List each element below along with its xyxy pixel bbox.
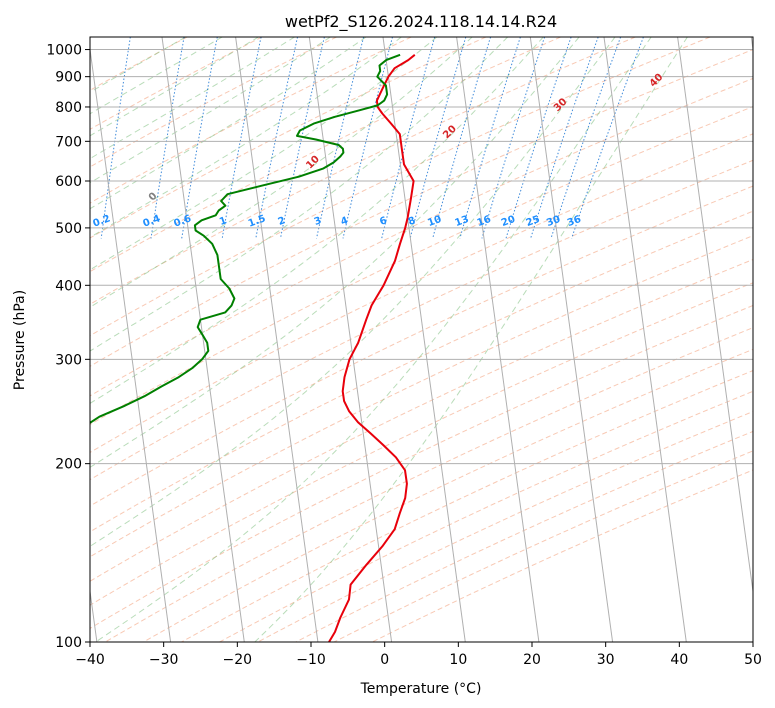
x-tick-label: 30 <box>597 652 615 668</box>
moist-adiabat-line <box>254 37 688 642</box>
dry-adiabat-line <box>90 159 753 481</box>
dry-adiabat-line <box>219 390 753 642</box>
isotherm-gridline <box>529 37 614 642</box>
mixing-ratio-label: 16 <box>476 214 493 229</box>
mixing-ratio-line <box>409 37 467 239</box>
mixing-ratio-label: 3 <box>313 215 323 228</box>
y-tick-label: 600 <box>55 174 82 190</box>
mixing-ratio-line <box>505 37 572 239</box>
mixing-ratio-line <box>150 37 185 239</box>
mixing-ratio-label: 4 <box>339 215 349 228</box>
y-tick-label: 200 <box>55 457 82 473</box>
mixing-ratio-line <box>316 37 365 239</box>
isotherm-gridline <box>308 37 393 642</box>
mixing-ratio-line <box>571 37 644 239</box>
moist-adiabat-line <box>90 37 402 239</box>
dry-adiabat-line <box>90 49 753 367</box>
moist-adiabat-line <box>90 37 259 137</box>
isotherm-gridline <box>456 37 540 642</box>
background-lines <box>90 37 753 642</box>
moist-adiabat-line <box>90 37 367 210</box>
moist-adiabat-line <box>90 37 186 93</box>
y-axis-label: Pressure (hPa) <box>12 290 28 390</box>
isotherm-gridline <box>677 37 753 595</box>
y-tick-label: 400 <box>55 278 82 294</box>
y-tick-label: 500 <box>55 221 82 237</box>
isotherm-gridline <box>90 45 172 642</box>
dry-adiabat-line <box>143 348 753 642</box>
mixing-ratio-line <box>221 37 262 239</box>
moist-adiabat-line <box>90 37 580 468</box>
mixing-ratio-line <box>530 37 599 239</box>
dry-adiabat-line <box>90 133 753 454</box>
isotherm-gridline <box>382 37 466 642</box>
dry-adiabat-line <box>90 258 753 582</box>
y-tick-label: 300 <box>55 352 82 368</box>
x-tick-label: −10 <box>296 652 326 668</box>
x-tick-label: 50 <box>744 652 762 668</box>
dry-adiabat-line <box>90 77 753 397</box>
isotherm-gridline <box>161 37 245 642</box>
dry-adiabat-line <box>90 37 263 130</box>
plot-frame <box>89 36 754 643</box>
dry-adiabat-line <box>90 304 753 629</box>
mixing-ratio-line <box>381 37 436 239</box>
x-tick-label: −20 <box>223 652 253 668</box>
moist-adiabat-line <box>90 37 223 115</box>
mixing-ratio-line <box>181 37 218 239</box>
dry-adiabat-line <box>181 370 753 642</box>
mixing-ratio-line <box>459 37 521 239</box>
mixing-ratio-label: 20 <box>500 214 517 229</box>
moist-adiabat-line <box>90 37 473 308</box>
x-axis-label: Temperature (°C) <box>360 681 482 697</box>
mixing-ratio-label: 13 <box>454 214 471 229</box>
chart-title: wetPf2_S126.2024.118.14.14.R24 <box>285 12 557 32</box>
dry-adiabat-line <box>104 327 753 642</box>
mixing-ratio-label: 8 <box>407 215 417 228</box>
mixing-ratio-label: 10 <box>426 214 443 229</box>
dry-adiabat-line <box>90 37 487 239</box>
moist-adiabat-line <box>90 37 544 404</box>
x-tick-label: 0 <box>380 652 389 668</box>
mixing-ratio-label: 30 <box>545 214 562 229</box>
mixing-ratio-label: 25 <box>525 214 542 229</box>
x-tick-label: −30 <box>149 652 179 668</box>
isotherm-gridline <box>235 37 319 642</box>
isotherm-gridline <box>603 37 687 642</box>
y-tick-label: 1000 <box>46 43 82 59</box>
y-tick-label: 700 <box>55 134 82 150</box>
mixing-ratio-label: 1 <box>218 215 228 228</box>
x-tick-label: −40 <box>75 652 105 668</box>
series-layer <box>90 53 416 642</box>
mixing-ratio-line <box>100 37 131 239</box>
mixing-ratio-label: 36 <box>566 214 583 229</box>
y-tick-label: 800 <box>55 100 82 116</box>
dry-adiabat-line <box>90 185 753 507</box>
x-tick-label: 10 <box>449 652 467 668</box>
y-tick-label: 100 <box>55 635 82 651</box>
x-tick-label: 40 <box>670 652 688 668</box>
x-tick-label: 20 <box>523 652 541 668</box>
temperature-profile-line <box>328 54 416 642</box>
moist-adiabat-line <box>95 37 652 642</box>
dewpoint-profile-line <box>90 53 401 425</box>
mixing-ratio-label: 6 <box>378 215 388 228</box>
dry-adiabat-line <box>90 37 636 305</box>
moist-adiabat-line <box>90 37 295 160</box>
mixing-ratio-line <box>280 37 325 239</box>
y-tick-label: 900 <box>55 70 82 86</box>
mixing-ratio-line <box>255 37 298 239</box>
dry-adiabat-line <box>90 106 753 426</box>
mixing-ratio-label: 2 <box>277 215 287 228</box>
dry-adiabat-line <box>90 282 753 606</box>
moist-adiabat-line <box>90 37 509 352</box>
mixing-ratio-line <box>481 37 546 239</box>
mixing-ratio-line <box>432 37 492 239</box>
